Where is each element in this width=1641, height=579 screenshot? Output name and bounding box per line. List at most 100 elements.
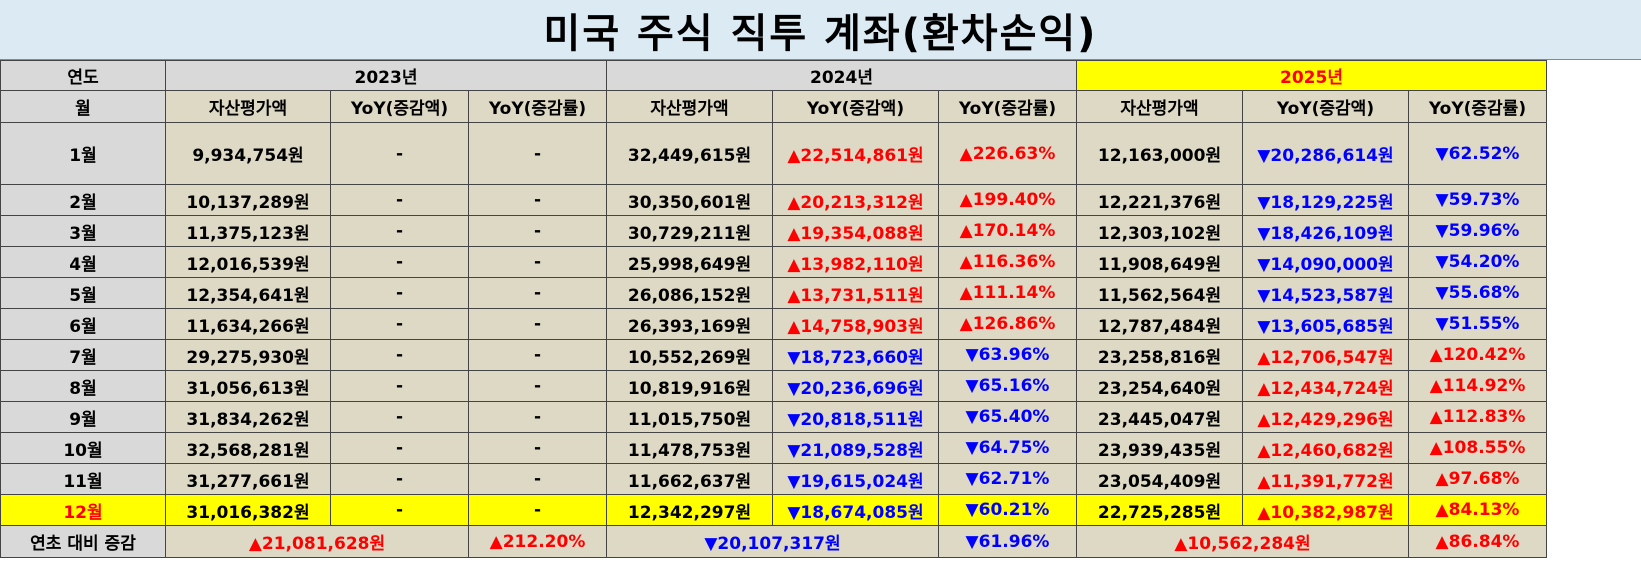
yoy-amount-2024: ▼20,236,696원 (772, 370, 939, 402)
asset-2024: 11,478,753원 (606, 432, 773, 464)
asset-2025: 23,054,409원 (1076, 463, 1243, 495)
yoy-amount-2023: - (330, 308, 469, 340)
yoy-amount-2025: ▼20,286,614원 (1242, 122, 1409, 185)
yoy-rate-2023: - (468, 401, 607, 433)
yoy-rate-2025: ▲112.83% (1408, 401, 1547, 433)
year-label: 연도 (0, 60, 166, 91)
yoy-rate-2024: ▲199.40% (938, 184, 1077, 216)
year-header-2024: 2024년 (606, 60, 1077, 91)
yoy-amount-2023: - (330, 432, 469, 464)
table-row: 3월 11,375,123원 - -30,729,211원 ▲19,354,088원 ▲1… (0, 215, 1547, 247)
yoy-amount-2024: ▼18,723,660원 (772, 339, 939, 371)
yoy-rate-2025: ▼59.96% (1408, 215, 1547, 247)
yoy-amount-2025: ▲11,391,772원 (1242, 463, 1409, 495)
yoy-rate-2025: ▲108.55% (1408, 432, 1547, 464)
asset-2025: 12,303,102원 (1076, 215, 1243, 247)
table-row: 10월 32,568,281원 - -11,478,753원 ▼21,089,528원 ▼… (0, 432, 1547, 464)
yoy-amount-2024: ▼18,674,085원 (772, 494, 939, 526)
asset-2025: 11,562,564원 (1076, 277, 1243, 309)
month-cell: 8월 (0, 370, 166, 402)
asset-2025: 12,787,484원 (1076, 308, 1243, 340)
yoy-amount-2023: - (330, 184, 469, 216)
yoy-rate-2024: ▲226.63% (938, 122, 1077, 185)
yoy-rate-2023: - (468, 432, 607, 464)
year-header-2025: 2025년 (1076, 60, 1547, 91)
asset-2023: 32,568,281원 (165, 432, 331, 464)
yoy-rate-2023: - (468, 339, 607, 371)
col-header-yoy-rate: YoY(증감률) (1408, 90, 1547, 123)
month-cell: 11월 (0, 463, 166, 495)
summary-amount-2023: ▲21,081,628원 (165, 525, 469, 558)
yoy-amount-2024: ▲14,758,903원 (772, 308, 939, 340)
month-cell: 1월 (0, 122, 166, 185)
yoy-rate-2025: ▲84.13% (1408, 494, 1547, 526)
summary-row: 연초 대비 증감 ▲21,081,628원 ▲212.20% ▼20,107,317원… (0, 525, 1547, 558)
asset-2025: 23,939,435원 (1076, 432, 1243, 464)
yoy-amount-2024: ▲22,514,861원 (772, 122, 939, 185)
asset-2023: 31,277,661원 (165, 463, 331, 495)
yoy-amount-2024: ▼20,818,511원 (772, 401, 939, 433)
month-cell: 4월 (0, 246, 166, 278)
yoy-rate-2024: ▼62.71% (938, 463, 1077, 495)
asset-2025: 12,221,376원 (1076, 184, 1243, 216)
col-header-yoy-amount: YoY(증감액) (1242, 90, 1409, 123)
yoy-amount-2025: ▲12,434,724원 (1242, 370, 1409, 402)
yoy-rate-2023: - (468, 308, 607, 340)
yoy-amount-2025: ▼14,523,587원 (1242, 277, 1409, 309)
yoy-rate-2025: ▼62.52% (1408, 122, 1547, 185)
table-row: 4월 12,016,539원 - -25,998,649원 ▲13,982,110원 ▲1… (0, 246, 1547, 278)
yoy-rate-2023: - (468, 246, 607, 278)
summary-amount-2024: ▼20,107,317원 (606, 525, 939, 558)
month-cell: 2월 (0, 184, 166, 216)
table-row: 2월 10,137,289원 - -30,350,601원 ▲20,213,312원 ▲1… (0, 184, 1547, 216)
summary-label: 연초 대비 증감 (0, 525, 166, 558)
yoy-rate-2024: ▼64.75% (938, 432, 1077, 464)
asset-2023: 31,056,613원 (165, 370, 331, 402)
table-row: 9월 31,834,262원 - -11,015,750원 ▼20,818,511원 ▼6… (0, 401, 1547, 433)
table-row: 1월 9,934,754원 - -32,449,615원 ▲22,514,861원 ▲22… (0, 122, 1547, 185)
yoy-amount-2023: - (330, 401, 469, 433)
yoy-amount-2024: ▲19,354,088원 (772, 215, 939, 247)
yoy-amount-2023: - (330, 246, 469, 278)
yoy-rate-2023: - (468, 184, 607, 216)
yoy-rate-2024: ▼60.21% (938, 494, 1077, 526)
table-row: 7월 29,275,930원 - -10,552,269원 ▼18,723,660원 ▼6… (0, 339, 1547, 371)
yoy-amount-2023: - (330, 215, 469, 247)
asset-2023: 9,934,754원 (165, 122, 331, 185)
table-row: 5월 12,354,641원 - -26,086,152원 ▲13,731,511원 ▲1… (0, 277, 1547, 309)
asset-2023: 11,375,123원 (165, 215, 331, 247)
yoy-rate-2023: - (468, 370, 607, 402)
yoy-rate-2024: ▲170.14% (938, 215, 1077, 247)
yoy-amount-2025: ▲10,382,987원 (1242, 494, 1409, 526)
yoy-rate-2025: ▲97.68% (1408, 463, 1547, 495)
asset-2025: 23,258,816원 (1076, 339, 1243, 371)
yoy-amount-2023: - (330, 122, 469, 185)
table-row: 12월 31,016,382원 - -12,342,297원 ▼18,674,085원 ▼… (0, 494, 1547, 526)
asset-2024: 11,015,750원 (606, 401, 773, 433)
asset-2024: 10,552,269원 (606, 339, 773, 371)
col-header-asset: 자산평가액 (165, 90, 331, 123)
yoy-rate-2025: ▼59.73% (1408, 184, 1547, 216)
asset-2024: 12,342,297원 (606, 494, 773, 526)
asset-2023: 12,016,539원 (165, 246, 331, 278)
yoy-amount-2023: - (330, 494, 469, 526)
asset-2025: 23,445,047원 (1076, 401, 1243, 433)
yoy-rate-2025: ▲114.92% (1408, 370, 1547, 402)
month-cell: 10월 (0, 432, 166, 464)
yoy-amount-2025: ▼18,426,109원 (1242, 215, 1409, 247)
asset-2023: 11,634,266원 (165, 308, 331, 340)
month-cell: 12월 (0, 494, 166, 526)
yoy-amount-2024: ▼19,615,024원 (772, 463, 939, 495)
asset-2023: 31,834,262원 (165, 401, 331, 433)
month-cell: 6월 (0, 308, 166, 340)
col-header-yoy-rate: YoY(증감률) (938, 90, 1077, 123)
yoy-amount-2023: - (330, 463, 469, 495)
summary-rate-2023: ▲212.20% (468, 525, 607, 558)
yoy-amount-2025: ▼13,605,685원 (1242, 308, 1409, 340)
table-row: 11월 31,277,661원 - -11,662,637원 ▼19,615,024원 ▼… (0, 463, 1547, 495)
asset-2025: 11,908,649원 (1076, 246, 1243, 278)
month-cell: 7월 (0, 339, 166, 371)
asset-2024: 26,086,152원 (606, 277, 773, 309)
yoy-rate-2024: ▼63.96% (938, 339, 1077, 371)
yoy-amount-2024: ▲13,731,511원 (772, 277, 939, 309)
